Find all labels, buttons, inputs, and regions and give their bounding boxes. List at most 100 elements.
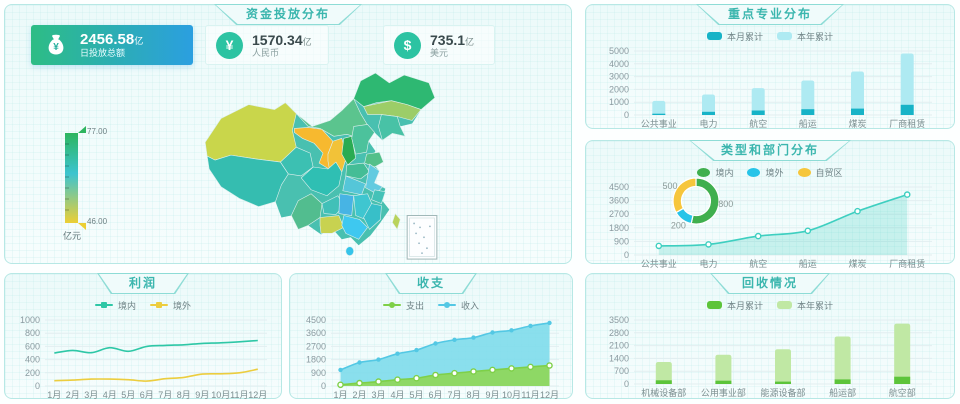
svg-text:2月: 2月 bbox=[352, 390, 366, 400]
panel-title-balance: 收支 bbox=[384, 273, 478, 294]
svg-text:0: 0 bbox=[35, 381, 40, 391]
legend-swatch bbox=[150, 302, 168, 308]
svg-text:电力: 电力 bbox=[699, 118, 717, 129]
stat-unit: 亿 bbox=[465, 36, 475, 47]
stat-card-usd: $ 735.1亿 美元 bbox=[383, 25, 495, 65]
svg-text:11月: 11月 bbox=[521, 390, 539, 400]
svg-text:800: 800 bbox=[718, 199, 733, 209]
recovery-chart: 0 700 1400 2100 2800 3500 机械设备部 公用事业部 能源设备部 船运部 航空… bbox=[586, 314, 954, 400]
svg-text:航空: 航空 bbox=[749, 118, 767, 129]
svg-text:船运: 船运 bbox=[799, 118, 817, 129]
panel-profit: 利润 境内 境外 0 200 400 600 800 1000 1月 2月 3月 4月 5月 6月 7月… bbox=[4, 273, 282, 400]
svg-text:800: 800 bbox=[25, 328, 40, 338]
legend-recovery: 本月累计 本年累计 bbox=[586, 299, 954, 311]
svg-text:3月: 3月 bbox=[84, 390, 98, 400]
legend-item-year[interactable]: 本年累计 bbox=[777, 30, 833, 43]
svg-text:3000: 3000 bbox=[609, 72, 629, 82]
panel-balance: 收支 支出 收入 0 900 1800 2700 3600 4500 1月 2月 3月 4月 5月 6… bbox=[289, 273, 573, 400]
page-title: 资金投放分布 bbox=[245, 7, 331, 21]
svg-text:0: 0 bbox=[624, 379, 629, 389]
svg-text:船运部: 船运部 bbox=[829, 387, 856, 398]
svg-text:8月: 8月 bbox=[177, 390, 191, 400]
svg-text:4500: 4500 bbox=[609, 182, 629, 192]
svg-text:9月: 9月 bbox=[195, 390, 209, 400]
legend-item-overseas[interactable]: 境外 bbox=[747, 166, 784, 179]
svg-text:3月: 3月 bbox=[371, 390, 385, 400]
legend-swatch bbox=[706, 301, 722, 309]
legend-type: 境内 境外 自贸区 bbox=[586, 166, 954, 178]
dollar-icon: $ bbox=[394, 31, 421, 59]
svg-text:厂商租赁: 厂商租赁 bbox=[889, 118, 925, 129]
svg-text:700: 700 bbox=[614, 366, 629, 376]
legend-swatch bbox=[706, 32, 722, 40]
svg-text:3500: 3500 bbox=[609, 315, 629, 325]
legend-key: 本月累计 本年累计 bbox=[586, 30, 954, 42]
legend-item-income[interactable]: 收入 bbox=[438, 299, 479, 312]
svg-text:5月: 5月 bbox=[409, 390, 423, 400]
svg-text:12月: 12月 bbox=[248, 390, 267, 400]
svg-text:600: 600 bbox=[25, 341, 40, 351]
svg-text:4500: 4500 bbox=[306, 315, 326, 325]
legend-item-expense[interactable]: 支出 bbox=[382, 299, 424, 312]
scale-min-handle bbox=[78, 223, 86, 230]
legend-item-month[interactable]: 本月累计 bbox=[706, 30, 763, 43]
panel-fund-distribution: 资金投放分布 ¥ 2456.58亿 日投放总额 ¥ 1570.34亿 人民币 $ bbox=[4, 4, 572, 264]
svg-text:2700: 2700 bbox=[306, 341, 326, 351]
svg-text:能源设备部: 能源设备部 bbox=[760, 387, 805, 398]
svg-text:11月: 11月 bbox=[230, 390, 248, 400]
stat-label: 日投放总额 bbox=[80, 48, 126, 59]
stat-unit: 亿 bbox=[134, 36, 144, 47]
svg-text:¥: ¥ bbox=[53, 42, 59, 53]
svg-text:2月: 2月 bbox=[66, 390, 80, 400]
legend-swatch bbox=[697, 167, 711, 177]
svg-text:1800: 1800 bbox=[609, 223, 629, 233]
svg-text:8月: 8月 bbox=[466, 390, 480, 400]
map-color-scale[interactable]: 77.00 46.00 亿元 bbox=[57, 125, 137, 245]
stat-label: 人民币 bbox=[252, 47, 280, 58]
svg-text:4月: 4月 bbox=[103, 390, 117, 400]
legend-item-domestic[interactable]: 境内 bbox=[697, 166, 733, 179]
svg-text:1800: 1800 bbox=[306, 355, 326, 365]
legend-swatch bbox=[438, 302, 456, 308]
svg-text:1000: 1000 bbox=[20, 315, 40, 325]
svg-text:1400: 1400 bbox=[609, 353, 629, 363]
svg-text:7月: 7月 bbox=[158, 390, 172, 400]
svg-text:1月: 1月 bbox=[333, 390, 347, 400]
scale-min-value: 46.00 bbox=[87, 217, 108, 226]
svg-text:900: 900 bbox=[311, 368, 326, 378]
svg-text:0: 0 bbox=[624, 110, 629, 120]
legend-item-domestic[interactable]: 境内 bbox=[94, 299, 136, 312]
svg-text:航空部: 航空部 bbox=[889, 387, 916, 398]
scale-max-handle bbox=[78, 126, 86, 133]
stat-value: 1570.34 bbox=[252, 31, 303, 48]
legend-swatch bbox=[747, 167, 761, 177]
svg-text:4000: 4000 bbox=[609, 59, 629, 69]
svg-text:5月: 5月 bbox=[121, 390, 135, 400]
panel-title-profit: 利润 bbox=[96, 273, 190, 294]
legend-item-year[interactable]: 本年累计 bbox=[777, 299, 833, 312]
legend-balance: 支出 收入 bbox=[290, 299, 572, 311]
legend-item-ftz[interactable]: 自贸区 bbox=[797, 166, 843, 179]
type-donut-chart[interactable]: 800 200 500 bbox=[648, 163, 748, 239]
panel-title-key: 重点专业分布 bbox=[695, 4, 845, 25]
panel-type-distribution: 类型和部门分布 境内 境外 自贸区 0 900 1800 2700 3600 4500 公共… bbox=[585, 140, 955, 269]
svg-text:9月: 9月 bbox=[485, 390, 499, 400]
svg-text:200: 200 bbox=[25, 368, 40, 378]
svg-text:煤炭: 煤炭 bbox=[848, 118, 866, 129]
china-map[interactable] bbox=[181, 69, 467, 267]
panel-title-fund: 资金投放分布 bbox=[213, 4, 363, 25]
south-china-sea-inset bbox=[406, 215, 438, 260]
money-bag-icon: ¥ bbox=[48, 34, 64, 55]
stat-value: 735.1 bbox=[430, 31, 466, 48]
stat-value: 2456.58 bbox=[80, 31, 135, 49]
legend-item-overseas[interactable]: 境外 bbox=[150, 299, 191, 312]
svg-text:3600: 3600 bbox=[609, 196, 629, 206]
svg-text:公共事业: 公共事业 bbox=[641, 118, 677, 129]
svg-text:机械设备部: 机械设备部 bbox=[641, 387, 686, 398]
svg-text:1000: 1000 bbox=[609, 97, 629, 107]
svg-text:2700: 2700 bbox=[609, 209, 629, 219]
legend-item-month[interactable]: 本月累计 bbox=[706, 299, 763, 312]
scale-max-value: 77.00 bbox=[87, 127, 108, 136]
svg-text:公用事业部: 公用事业部 bbox=[701, 387, 746, 398]
